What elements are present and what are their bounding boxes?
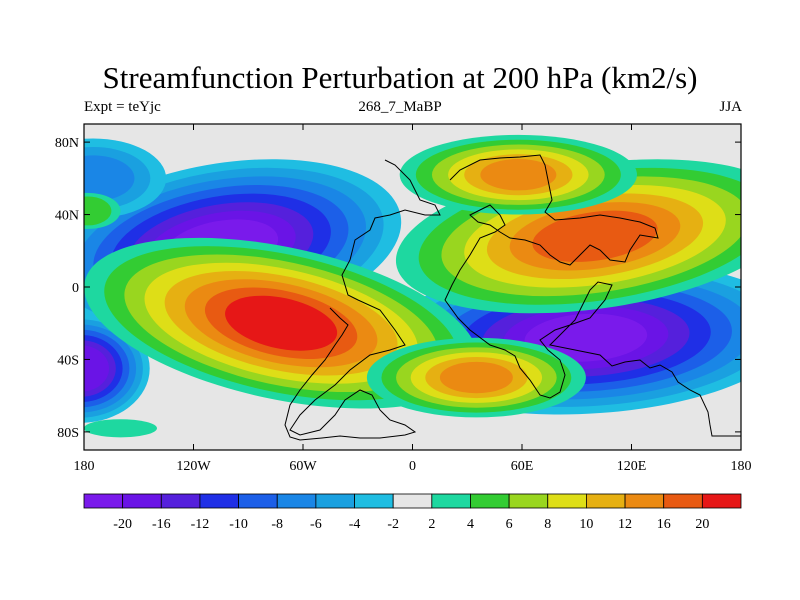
colorbar-box xyxy=(701,493,742,509)
band-pos-atlantic-n-level-1 xyxy=(84,196,112,226)
x-tick-label: 0 xyxy=(409,459,416,474)
colorbar-label: 8 xyxy=(544,517,551,532)
x-tick-label: 60W xyxy=(289,459,317,474)
case-label: 268_7_MaBP xyxy=(358,99,442,115)
colorbar-label: -6 xyxy=(310,517,322,532)
colorbar-label: -16 xyxy=(152,517,171,532)
colorbar-box xyxy=(663,493,703,509)
contour-field xyxy=(84,124,741,450)
colorbar-box xyxy=(160,493,201,509)
colorbar-label: -2 xyxy=(387,517,399,532)
colorbar-label: -4 xyxy=(349,517,361,532)
band-neg-indian-level-7 xyxy=(524,313,648,362)
colorbar-box xyxy=(392,493,433,509)
y-tick-label: 40N xyxy=(55,209,79,224)
colorbar-box xyxy=(354,493,394,509)
colorbar-label: 12 xyxy=(618,517,632,532)
x-tick-label: 120W xyxy=(176,459,211,474)
band-pos-sindian-level-5 xyxy=(439,361,513,394)
band-pos-ant xyxy=(84,419,157,438)
colorbar-box xyxy=(83,493,124,509)
colorbar-box xyxy=(547,493,587,509)
colorbar-label: 10 xyxy=(579,517,593,532)
colorbar-box xyxy=(238,493,278,509)
y-tick-label: 0 xyxy=(72,281,79,296)
colorbar-label: -10 xyxy=(229,517,248,532)
colorbar-box xyxy=(624,493,665,509)
colorbar-label: 4 xyxy=(467,517,474,532)
band-pos-sindian xyxy=(366,337,586,418)
y-axis: 80N 40N 0 40S 80S xyxy=(55,136,741,441)
colorbar-label: 2 xyxy=(428,517,435,532)
colorbar-label: 16 xyxy=(657,517,671,532)
band-pos-samerica xyxy=(84,237,479,409)
x-tick-label: 120E xyxy=(617,459,647,474)
colorbar-box xyxy=(276,493,317,509)
band-pos-samerica-level-7 xyxy=(225,295,338,351)
band-neg-narc-level-2 xyxy=(84,155,135,202)
band-pos-neurasia xyxy=(399,134,637,215)
y-tick-label: 80S xyxy=(57,426,79,441)
y-tick-label: 80N xyxy=(55,136,79,151)
band-pos-atlantic-n xyxy=(84,192,121,230)
x-axis: 180 120W 60W 0 60E 120E 180 xyxy=(74,124,752,474)
colorbar-label: -8 xyxy=(271,517,283,532)
colorbar-box xyxy=(508,493,549,509)
season-label: JJA xyxy=(719,99,742,115)
band-pos-neurasia-level-5 xyxy=(480,159,557,191)
x-tick-label: 180 xyxy=(731,459,752,474)
eurasia-africa-coastline xyxy=(444,154,741,437)
colorbar-label: 6 xyxy=(506,517,513,532)
colorbar: -20 -16 -12 -10 -8 -6 -4 -2 2 4 6 8 10 12 16 20 xyxy=(83,493,742,532)
x-tick-label: 180 xyxy=(74,459,95,474)
x-tick-label: 60E xyxy=(511,459,534,474)
colorbar-box xyxy=(122,493,162,509)
band-pos-asia-level-6 xyxy=(532,210,658,262)
experiment-label: Expt = teYjc xyxy=(84,99,161,115)
colorbar-label: -20 xyxy=(113,517,132,532)
colorbar-box xyxy=(470,493,510,509)
colorbar-box xyxy=(315,493,355,509)
band-neg-spac-level-6 xyxy=(84,345,110,392)
colorbar-box xyxy=(586,493,626,509)
colorbar-label: -12 xyxy=(191,517,210,532)
y-tick-label: 40S xyxy=(57,353,79,368)
chart-title: Streamfunction Perturbation at 200 hPa (… xyxy=(102,60,698,95)
colorbar-box xyxy=(431,493,471,509)
coastlines xyxy=(284,154,741,441)
colorbar-box xyxy=(199,493,239,509)
americas-coastline xyxy=(284,159,441,441)
band-neg-spac xyxy=(84,314,150,423)
colorbar-label: 20 xyxy=(695,517,709,532)
band-pos-ant-level-0 xyxy=(84,419,157,438)
